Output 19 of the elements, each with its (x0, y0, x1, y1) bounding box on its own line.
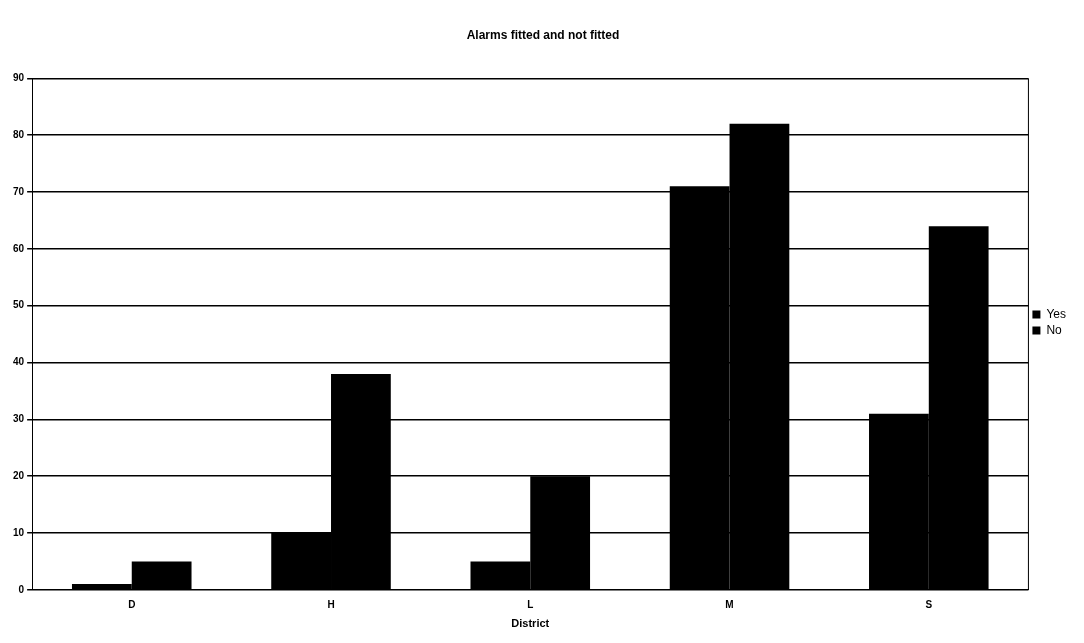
y-tick-label: 10 (13, 526, 25, 538)
y-tick-label: 60 (13, 242, 25, 254)
y-tick-label: 50 (13, 299, 25, 311)
chart-title: Alarms fitted and not fitted (466, 27, 620, 42)
legend-label: Yes (1046, 306, 1066, 321)
x-tick-label: S (925, 598, 933, 610)
y-tick-label: 0 (18, 583, 25, 595)
y-tick-label: 30 (13, 413, 25, 425)
y-tick-label: 70 (13, 185, 25, 197)
x-tick-label: D (128, 598, 136, 610)
y-tick-label: 90 (13, 72, 25, 84)
x-tick-label: L (527, 598, 534, 610)
legend-label: No (1046, 322, 1063, 337)
x-tick-label: H (327, 598, 335, 610)
x-axis-title: District (511, 617, 550, 630)
y-tick-label: 20 (13, 469, 25, 481)
y-tick-label: 40 (13, 356, 25, 368)
x-tick-label: M (725, 598, 734, 610)
y-tick-label: 80 (13, 128, 25, 140)
